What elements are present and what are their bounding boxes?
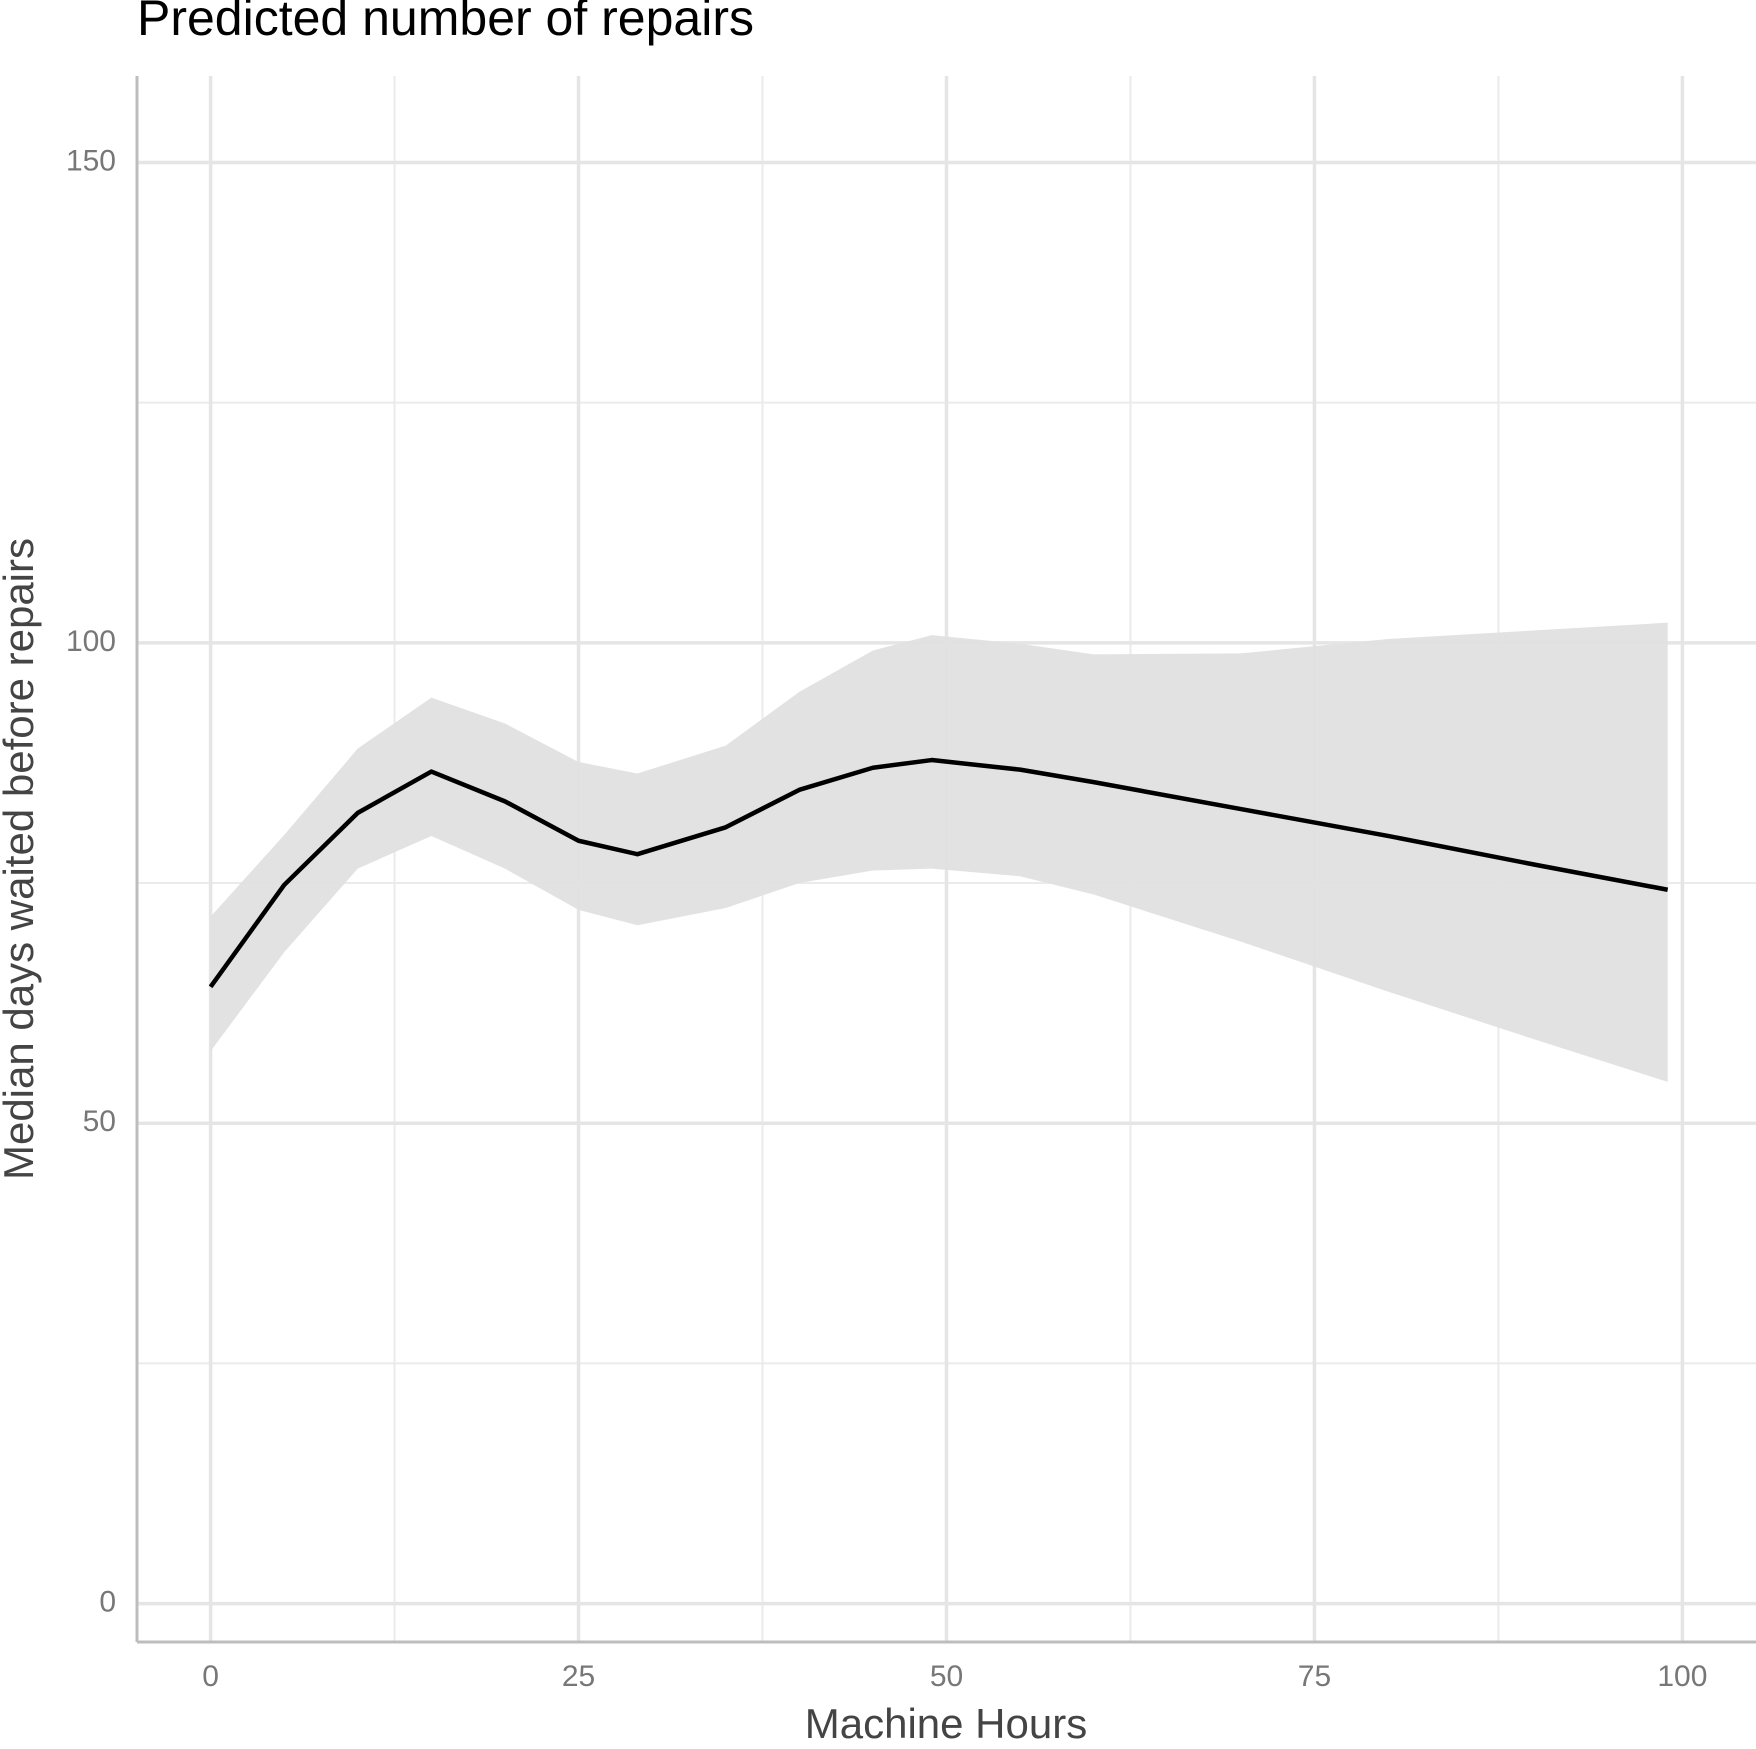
x-tick-label: 0 <box>202 1660 219 1693</box>
y-axis-label: Median days waited before repairs <box>0 538 42 1180</box>
x-tick-label: 75 <box>1298 1660 1331 1693</box>
x-tick-label: 50 <box>930 1660 963 1693</box>
x-axis-label: Machine Hours <box>805 1700 1087 1744</box>
y-tick-label: 100 <box>66 625 116 658</box>
y-tick-label: 50 <box>83 1105 116 1138</box>
x-tick-label: 25 <box>562 1660 595 1693</box>
y-tick-label: 0 <box>99 1585 116 1618</box>
confidence-band <box>210 622 1668 1082</box>
x-tick-label: 100 <box>1657 1660 1707 1693</box>
line <box>208 757 1669 989</box>
y-tick-label: 150 <box>66 144 116 177</box>
chart-title: Predicted number of repairs <box>137 0 754 46</box>
